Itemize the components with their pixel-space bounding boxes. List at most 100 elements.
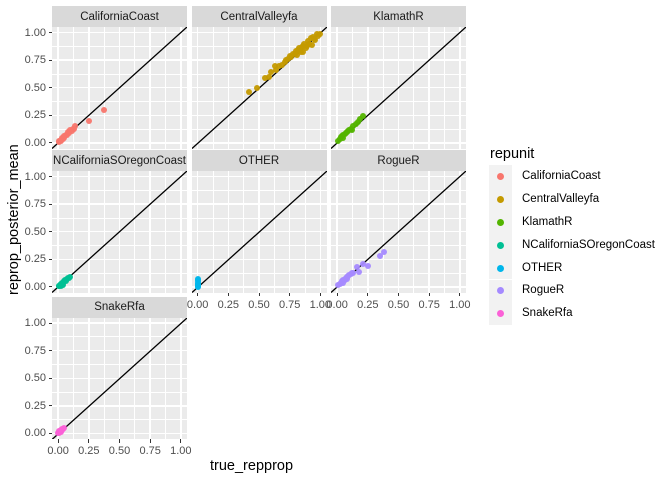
y-axis-tick-label: 0.75: [24, 198, 46, 211]
legend-label-SnakeRfa: SnakeRfa: [522, 307, 573, 320]
gridline-major: [191, 31, 327, 34]
data-point: [61, 135, 68, 141]
legend-label-KlamathR: KlamathR: [522, 215, 573, 228]
data-point: [246, 89, 253, 96]
facet-strip-CaliforniaCoast: CaliforniaCoast: [52, 6, 187, 27]
x-axis-tick-label: 0.00: [326, 298, 348, 311]
gridline-major: [331, 175, 466, 178]
data-point: [268, 69, 275, 76]
legend-dot-RogueR: [496, 287, 504, 295]
data-point: [253, 84, 260, 91]
data-point: [271, 62, 278, 69]
y-axis-tick-label: 0.00: [24, 136, 46, 149]
facet-strip-label: CaliforniaCoast: [80, 10, 159, 23]
x-axis-tick-label: 0.75: [278, 298, 301, 311]
y-axis-tick: [48, 176, 52, 178]
y-axis-tick: [48, 142, 52, 144]
x-axis-tick: [319, 292, 321, 296]
facet-panel-KlamathR: [331, 27, 466, 149]
x-axis-tick-label: 0.25: [217, 298, 240, 311]
x-axis-title: true_repprop: [210, 458, 294, 474]
facet-panel-CentralValleyfa: [191, 27, 327, 149]
x-axis-tick-label: 0.25: [357, 298, 379, 311]
x-axis-tick-label: 0.50: [108, 445, 131, 457]
y-axis-tick: [48, 231, 52, 233]
x-axis-tick: [119, 439, 120, 443]
data-point: [60, 281, 67, 288]
gridline-major: [191, 59, 327, 61]
data-point: [195, 276, 202, 283]
data-point: [353, 264, 360, 271]
y-axis-tick: [48, 405, 52, 407]
legend-key-CaliforniaCoast: [489, 165, 512, 188]
facet-strip-CentralValleyfa: CentralValleyfa: [191, 6, 327, 27]
facet-panel-SnakeRfa: [52, 317, 187, 439]
identity-line: [52, 171, 187, 293]
y-axis-tick-label: 0.25: [24, 399, 46, 412]
data-point: [312, 37, 319, 44]
data-point: [194, 281, 201, 288]
y-axis-tick-label: 0.00: [24, 280, 46, 293]
gridline-major: [52, 322, 187, 324]
legend-dot-SnakeRfa: [496, 310, 504, 318]
gridline-major: [288, 27, 291, 149]
x-axis-tick-label: 0.50: [387, 298, 410, 311]
data-point: [71, 126, 78, 133]
y-axis-tick: [48, 87, 52, 89]
data-point: [350, 123, 357, 130]
data-point: [308, 41, 315, 48]
legend-dot-OTHER: [496, 264, 504, 272]
data-point: [340, 135, 347, 141]
facet-strip-NCaliforniaSOregonCoast: NCaliforniaSOregonCoast: [52, 150, 187, 171]
facet-strip-SnakeRfa: SnakeRfa: [52, 296, 187, 318]
legend-label-RogueR: RogueR: [522, 284, 565, 297]
x-axis-tick: [459, 292, 461, 296]
x-axis-tick: [197, 292, 199, 296]
y-axis-tick-label: 0.75: [24, 54, 46, 67]
facet-strip-label: OTHER: [238, 154, 280, 167]
gridline-major: [149, 27, 151, 149]
legend-label-CaliforniaCoast: CaliforniaCoast: [522, 169, 601, 182]
data-point: [355, 118, 361, 125]
gridline-major: [52, 203, 187, 205]
y-axis-tick-label: 1.00: [24, 26, 46, 39]
data-point: [72, 122, 79, 129]
y-axis-tick-label: 0.50: [24, 81, 46, 94]
facet-panel-OTHER: [191, 171, 327, 293]
data-point: [294, 51, 301, 58]
x-axis-tick: [57, 439, 59, 443]
gridline-major: [331, 203, 466, 205]
x-axis-tick-label: 1.00: [170, 445, 192, 457]
facet-panel-RogueR: [331, 171, 466, 293]
y-axis-tick-label: 0.50: [24, 372, 46, 385]
x-axis-tick: [258, 292, 260, 296]
facet-panel-CaliforniaCoast: [52, 27, 187, 149]
y-axis-tick-label: 0.50: [24, 225, 46, 238]
data-point: [67, 274, 74, 281]
y-axis-tick: [48, 59, 52, 61]
x-axis-tick: [149, 439, 151, 443]
gridline-major: [191, 203, 327, 205]
data-point: [287, 53, 294, 60]
data-point: [265, 73, 272, 80]
legend-key-KlamathR: [489, 210, 512, 234]
gridline-major: [331, 31, 466, 34]
y-axis-tick: [48, 350, 52, 352]
legend-key-RogueR: [489, 279, 512, 303]
y-axis-tick-label: 1.00: [24, 317, 46, 330]
data-point: [357, 115, 364, 122]
y-axis-tick: [48, 286, 52, 288]
y-axis-tick-label: 1.00: [24, 170, 46, 183]
x-axis-tick: [336, 292, 338, 296]
x-axis-tick-label: 0.25: [78, 445, 100, 457]
facet-strip-OTHER: OTHER: [191, 150, 327, 171]
facet-panel-NCaliforniaSOregonCoast: [52, 171, 187, 293]
gridline-major: [191, 175, 327, 178]
data-point: [85, 117, 92, 124]
y-axis-tick: [48, 258, 52, 260]
legend-dot-NCaliforniaSOregonCoast: [496, 241, 504, 249]
gridline-major: [288, 171, 291, 293]
legend-key-SnakeRfa: [489, 302, 512, 326]
facet-strip-label: KlamathR: [373, 10, 424, 23]
x-axis-tick: [428, 292, 430, 296]
